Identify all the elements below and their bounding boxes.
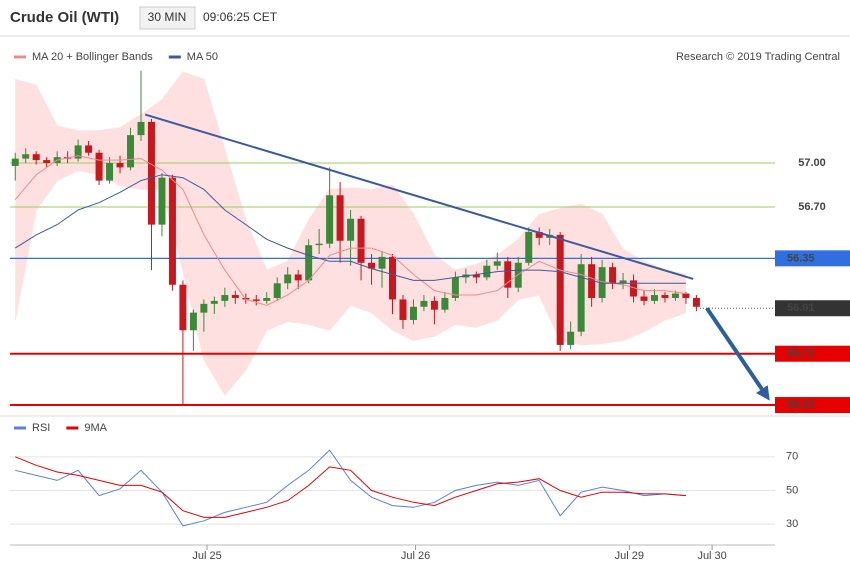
candle-body bbox=[389, 256, 396, 300]
forecast-arrow bbox=[705, 307, 764, 391]
candle-body bbox=[326, 195, 334, 244]
candle-body bbox=[127, 135, 135, 168]
candle-body bbox=[74, 145, 82, 159]
level-box bbox=[775, 397, 850, 414]
level-label: 55.35 bbox=[787, 399, 815, 411]
moving-average bbox=[14, 174, 686, 284]
candle-body bbox=[158, 177, 166, 225]
x-tick-label: Jul 29 bbox=[615, 550, 644, 562]
y-tick-label: 30 bbox=[786, 518, 798, 530]
candle-body bbox=[692, 297, 700, 307]
candle-body bbox=[273, 283, 281, 298]
candle-body bbox=[535, 231, 543, 238]
copyright: Research © 2019 Trading Central bbox=[676, 51, 840, 63]
candle-body bbox=[472, 274, 480, 278]
candle-body bbox=[168, 177, 176, 285]
time: 09:06:25 CET bbox=[203, 10, 278, 24]
legend-label: 9MA bbox=[84, 422, 107, 434]
candle-body bbox=[189, 312, 197, 331]
candle-body bbox=[200, 303, 208, 313]
indicator-line bbox=[15, 456, 686, 518]
candle-body bbox=[221, 295, 229, 301]
candle-body bbox=[504, 261, 512, 288]
level-label: 56.35 bbox=[787, 252, 815, 264]
level-label: 56.01 bbox=[787, 302, 815, 314]
candle-body bbox=[252, 299, 260, 301]
x-tick-label: Jul 30 bbox=[697, 550, 726, 562]
candle-body bbox=[336, 195, 344, 241]
candle-body bbox=[116, 163, 124, 168]
candle-body bbox=[357, 218, 365, 263]
candle-body bbox=[315, 243, 323, 246]
level-label: 55.70 bbox=[787, 348, 815, 360]
y-tick-label: 50 bbox=[786, 484, 798, 496]
x-tick-label: Jul 25 bbox=[192, 550, 221, 562]
candle-body bbox=[409, 306, 417, 320]
candle-body bbox=[137, 121, 145, 136]
candle-body bbox=[85, 145, 93, 153]
candle-body bbox=[493, 261, 501, 266]
interval-box[interactable] bbox=[139, 6, 196, 30]
candle-body bbox=[305, 245, 313, 281]
candle-body bbox=[671, 293, 679, 298]
candle-body bbox=[147, 121, 155, 225]
candle-body bbox=[609, 267, 617, 284]
level-box bbox=[775, 345, 850, 362]
candle-body bbox=[231, 295, 239, 298]
legend-label: MA 20 + Bollinger Bands bbox=[32, 51, 153, 63]
level-box bbox=[775, 250, 850, 267]
chart-title: Crude Oil (WTI) bbox=[10, 9, 119, 26]
candle-body bbox=[347, 218, 355, 241]
candle-body bbox=[263, 297, 271, 301]
candle-body bbox=[368, 262, 376, 269]
candle-body bbox=[441, 297, 449, 310]
trend-line bbox=[144, 113, 694, 280]
candle-body bbox=[630, 280, 638, 297]
candle-body bbox=[682, 293, 690, 298]
candle-body bbox=[210, 300, 218, 304]
candle-body bbox=[567, 331, 575, 345]
candle-body bbox=[22, 154, 30, 159]
candle-body bbox=[577, 264, 585, 332]
candle-body bbox=[430, 300, 438, 310]
moving-average bbox=[14, 155, 686, 306]
candle-body bbox=[588, 264, 596, 298]
candle-body bbox=[650, 295, 658, 301]
candle-body bbox=[598, 267, 606, 298]
interval[interactable]: 30 MIN bbox=[148, 10, 187, 24]
candle-body bbox=[179, 284, 187, 331]
level-label: 57.00 bbox=[798, 157, 826, 169]
candle-body bbox=[378, 256, 386, 269]
candle-body bbox=[95, 152, 103, 181]
candle-body bbox=[420, 300, 428, 307]
candle-body bbox=[619, 280, 627, 284]
level-box bbox=[775, 300, 850, 317]
forecast-arrow-head bbox=[756, 385, 770, 401]
candle-body bbox=[284, 274, 292, 284]
bollinger-upper bbox=[15, 71, 687, 275]
level-label: 56.70 bbox=[798, 201, 826, 213]
candle-body bbox=[106, 163, 114, 181]
candle-body bbox=[399, 299, 407, 320]
legend-label: RSI bbox=[32, 422, 50, 434]
candle-body bbox=[451, 277, 459, 298]
candle-body bbox=[514, 262, 522, 288]
candle-body bbox=[11, 158, 19, 166]
candle-body bbox=[525, 231, 533, 263]
candle-body bbox=[483, 265, 491, 278]
candle-body bbox=[294, 274, 302, 281]
candle-body bbox=[32, 154, 40, 161]
legend-label: MA 50 bbox=[187, 51, 218, 63]
candle-body bbox=[661, 295, 669, 298]
y-tick-label: 70 bbox=[786, 451, 798, 463]
candle-body bbox=[556, 234, 564, 345]
candle-body bbox=[43, 160, 51, 164]
x-tick-label: Jul 26 bbox=[401, 550, 430, 562]
candle-body bbox=[640, 296, 648, 301]
indicator-line bbox=[15, 449, 686, 527]
